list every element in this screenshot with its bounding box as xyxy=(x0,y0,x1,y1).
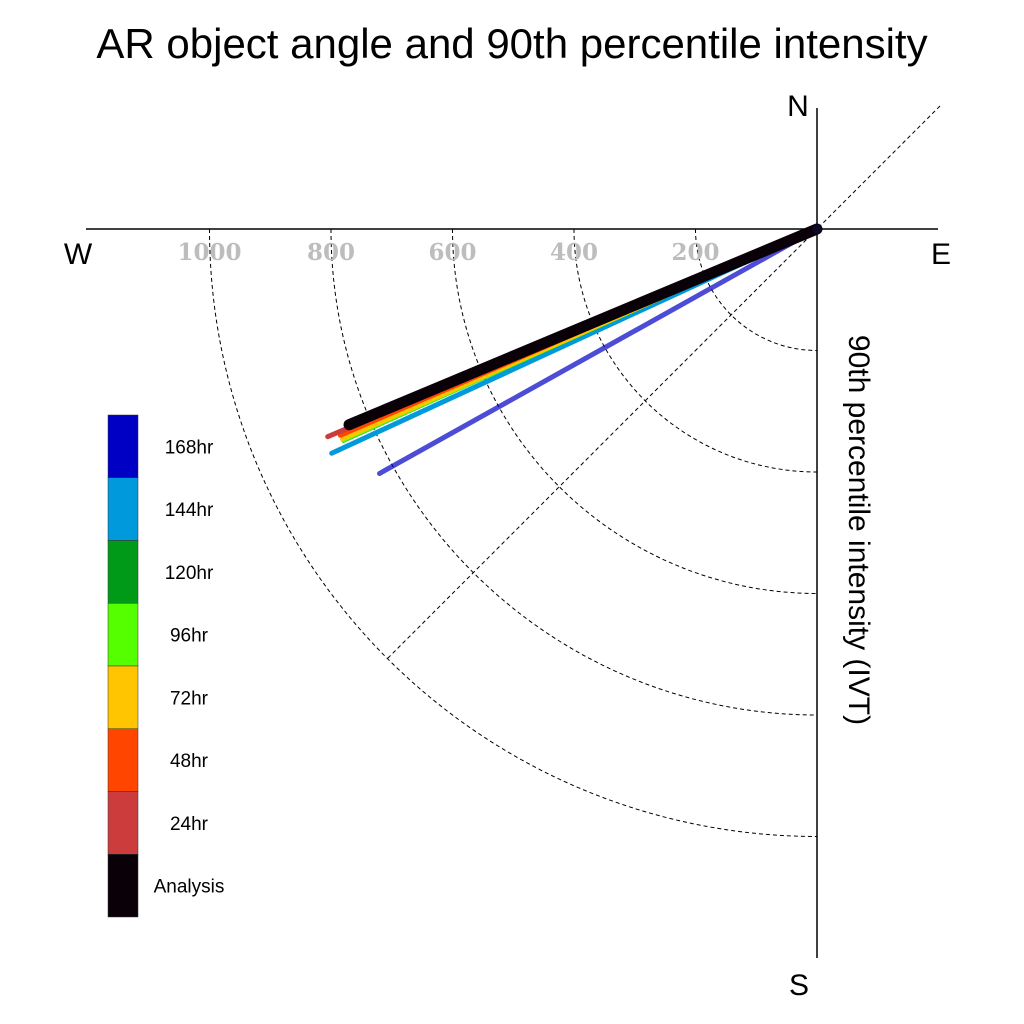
series-line-168hr xyxy=(377,226,820,477)
legend-swatch-168hr xyxy=(107,414,139,478)
legend-swatch-24hr xyxy=(107,791,139,855)
legend-label-analysis: Analysis xyxy=(154,877,225,898)
legend: 168hr 144hr 120hr 96hr 72hr 48hr 24hr Analysis xyxy=(107,414,225,918)
legend-swatch-96hr xyxy=(107,603,139,667)
series-line-analysis xyxy=(343,223,823,431)
legend-swatch-48hr xyxy=(107,728,139,792)
legend-label-168hr: 168hr xyxy=(165,437,214,458)
origin-point xyxy=(812,224,822,234)
chart-title: AR object angle and 90th percentile inte… xyxy=(96,20,927,67)
legend-label-96hr: 96hr xyxy=(170,626,209,647)
y-axis-label: 90th percentile intensity (IVT) xyxy=(842,335,875,725)
legend-swatch-analysis xyxy=(107,854,139,918)
tick-label: 400 xyxy=(550,239,598,266)
legend-label-24hr: 24hr xyxy=(170,814,209,835)
legend-label-120hr: 120hr xyxy=(165,563,214,584)
legend-swatch-144hr xyxy=(107,477,139,541)
tick-label: 1000 xyxy=(177,239,241,266)
compass-south-label: S xyxy=(789,969,809,1002)
legend-swatch-120hr xyxy=(107,540,139,604)
legend-label-48hr: 48hr xyxy=(170,751,209,772)
tick-label: 800 xyxy=(307,239,355,266)
ring-600 xyxy=(452,228,818,594)
series-lines xyxy=(325,223,823,477)
ring-1000 xyxy=(209,228,818,837)
tick-label: 600 xyxy=(428,239,476,266)
compass-east-label: E xyxy=(931,238,951,271)
legend-swatch-72hr xyxy=(107,665,139,729)
compass-west-label: W xyxy=(64,238,93,271)
ring-200 xyxy=(695,228,818,351)
tick-labels: 1000 800 600 400 200 xyxy=(177,239,719,266)
legend-label-144hr: 144hr xyxy=(165,500,214,521)
polar-grid xyxy=(209,105,941,837)
tick-label: 200 xyxy=(671,239,719,266)
compass-north-label: N xyxy=(787,90,809,123)
diagonal-guide xyxy=(387,105,941,659)
legend-label-72hr: 72hr xyxy=(170,688,209,709)
